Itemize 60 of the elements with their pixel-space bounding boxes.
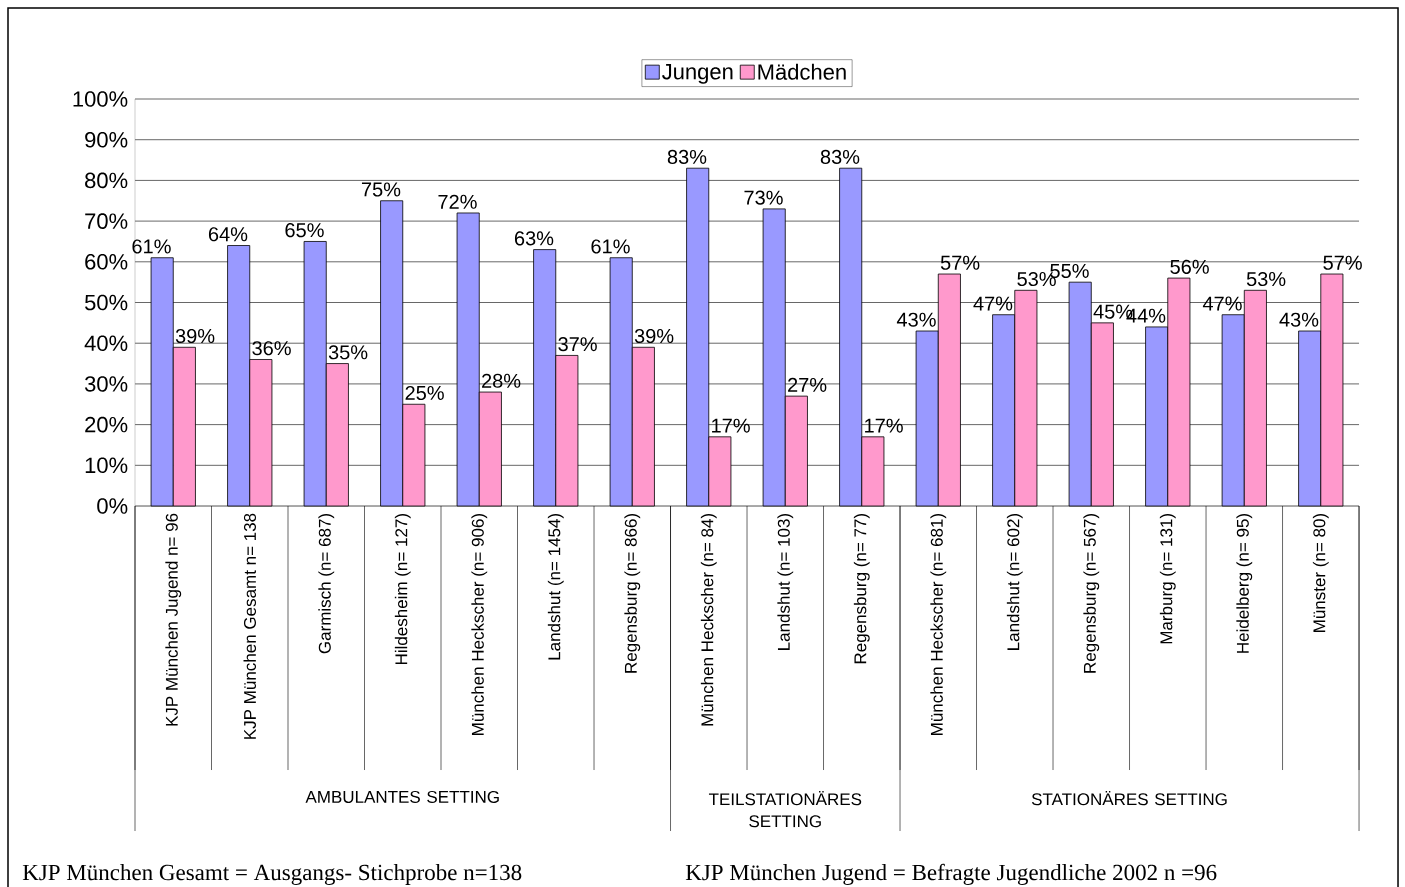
x-tick-label: Garmisch (n= 687) — [318, 513, 335, 654]
x-tick-label: KJP München Jugend n= 96 — [165, 513, 182, 726]
data-label: 61% — [132, 239, 171, 254]
data-label: 27% — [788, 377, 827, 392]
x-tick-label: Regensburg (n= 866) — [624, 513, 641, 673]
x-tick-label: München Heckscher (n= 906) — [471, 513, 488, 735]
y-tick-label: 10% — [85, 457, 128, 474]
x-tick-label: Hildesheim (n= 127) — [394, 513, 411, 665]
data-label: 53% — [1246, 271, 1286, 287]
y-tick-label: 30% — [84, 376, 128, 392]
y-tick-label: 80% — [85, 172, 128, 189]
y-tick-label: 50% — [84, 294, 128, 311]
text: TEILSTATIONÄRES SETTING — [708, 790, 862, 828]
data-label: 83% — [820, 149, 860, 165]
x-tick-label: München Heckscher (n= 84) — [700, 513, 717, 726]
data-label: 63% — [514, 231, 554, 246]
data-label: 61% — [591, 239, 630, 254]
y-tick-label: 100% — [73, 91, 128, 107]
text: STATIONÄRES SETTING — [1031, 790, 1227, 806]
data-label: 36% — [252, 341, 291, 356]
y-tick-label: 20% — [85, 416, 128, 433]
x-tick-label: Heidelberg (n= 95) — [1236, 513, 1253, 653]
x-tick-label: KJP München Gesamt n= 138 — [243, 513, 256, 739]
legend-label: Jungen — [662, 64, 733, 84]
data-label: 25% — [405, 385, 444, 401]
x-tick-label: Regensburg (n= 567) — [1083, 513, 1100, 673]
data-label: 72% — [438, 194, 477, 209]
text: KJP München Jugend = Befragte Jugendliche 2002 n =96 — [685, 863, 1217, 885]
y-tick-label: 60% — [85, 254, 128, 270]
legend-label: Mädchen — [758, 63, 846, 80]
data-label: 39% — [634, 328, 674, 344]
data-label: 17% — [865, 418, 903, 433]
data-label: 65% — [285, 223, 324, 238]
x-tick-label: Münster (n= 80) — [1312, 513, 1329, 632]
data-label: 75% — [361, 182, 401, 197]
data-label: 28% — [482, 373, 521, 388]
x-tick-label: Marburg (n= 131) — [1159, 513, 1176, 644]
data-label: 73% — [744, 190, 783, 205]
x-tick-label: Landshut (n= 103) — [777, 513, 794, 650]
data-label: 57% — [940, 255, 980, 270]
x-tick-label: Landshut (n= 1454) — [547, 513, 564, 660]
x-tick-label: München Heckscher (n= 681) — [930, 513, 947, 735]
data-label: 56% — [1170, 259, 1209, 274]
data-label: 83% — [667, 149, 707, 165]
data-label: 64% — [208, 227, 248, 242]
x-tick-label: Regensburg (n= 77) — [853, 513, 870, 664]
y-tick-label: 0% — [97, 498, 128, 514]
y-tick-label: 40% — [84, 335, 128, 351]
data-label: 43% — [896, 312, 936, 327]
text: KJP München Gesamt = Ausgangs- Stichprobe n=138 — [22, 864, 522, 885]
data-label: 43% — [1279, 312, 1319, 327]
data-label: 39% — [175, 328, 215, 344]
text: AMBULANTES SETTING — [305, 790, 499, 803]
data-label: 57% — [1323, 255, 1362, 270]
x-tick-label: Landshut (n= 602) — [1006, 513, 1023, 650]
data-label: 35% — [328, 345, 368, 360]
data-label: 17% — [712, 418, 750, 433]
data-label: 37% — [558, 337, 597, 352]
y-tick-label: 90% — [85, 131, 128, 148]
y-tick-label: 70% — [85, 213, 128, 229]
